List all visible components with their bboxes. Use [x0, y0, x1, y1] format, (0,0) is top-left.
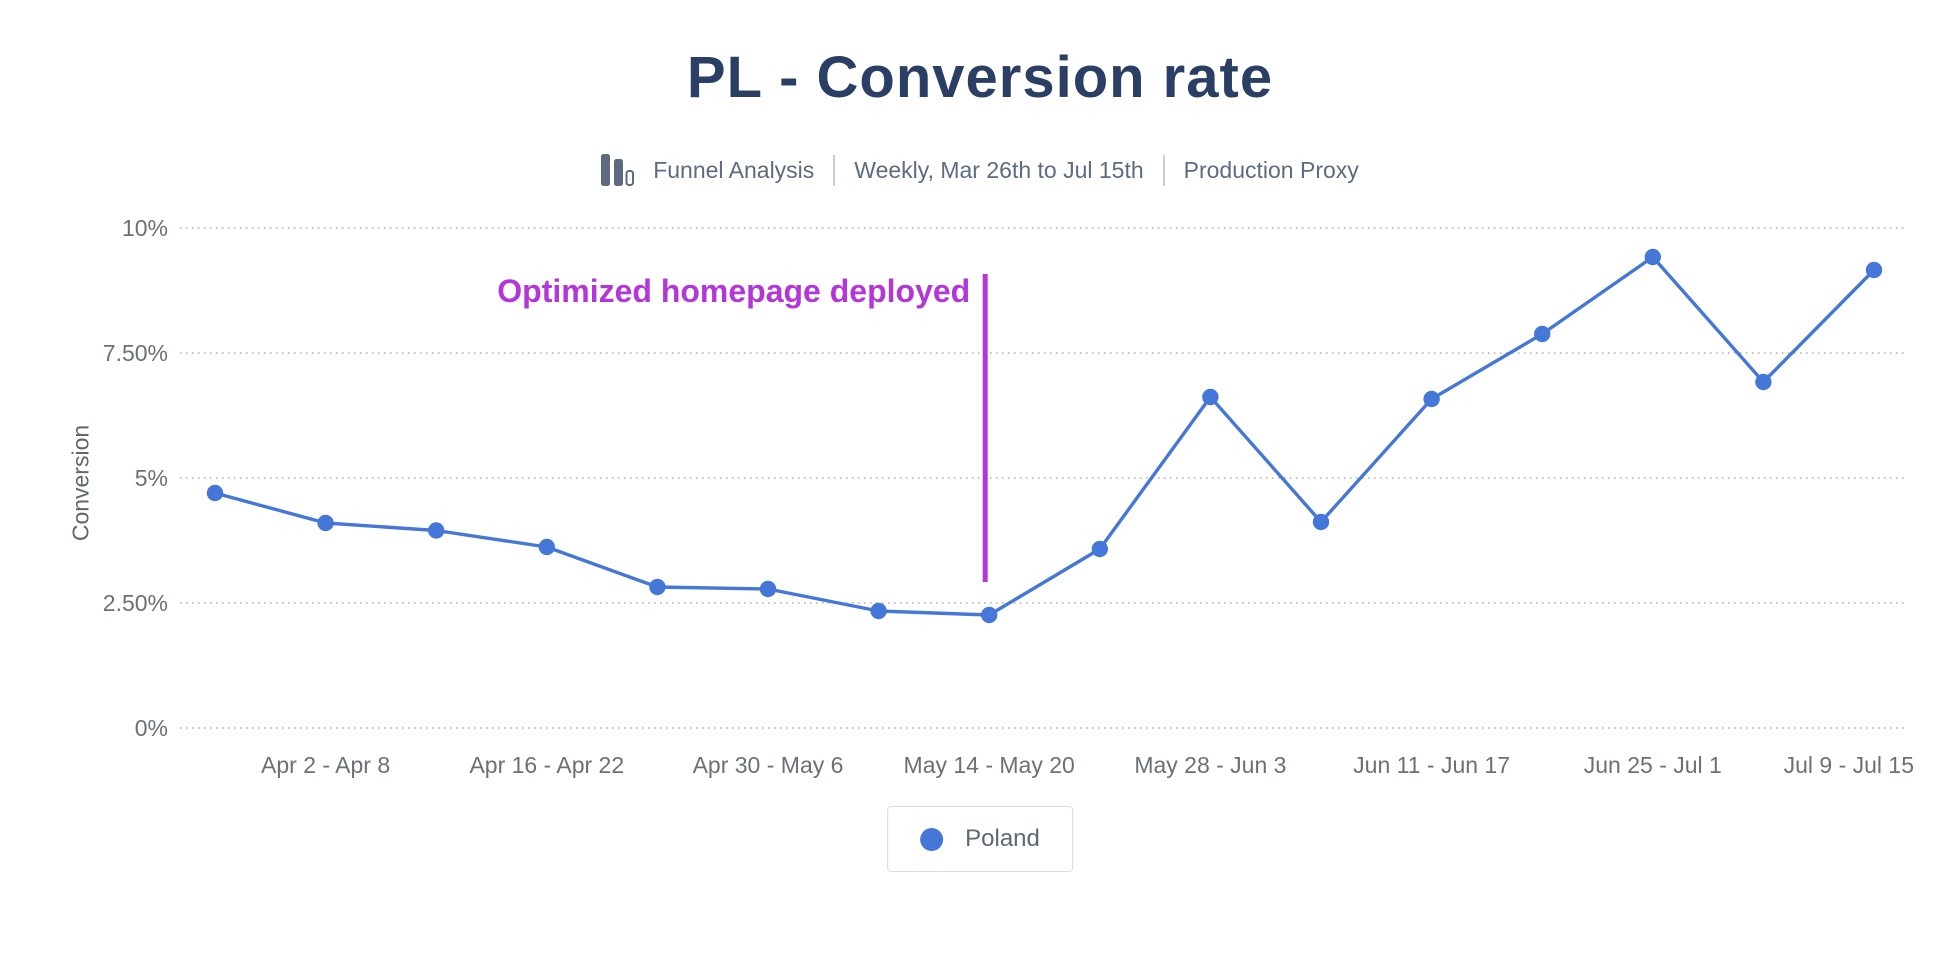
y-tick-label: 0% — [134, 715, 168, 741]
data-point-4[interactable] — [649, 578, 666, 596]
chart-subtitle: Funnel Analysis Weekly, Mar 26th to Jul … — [0, 150, 1960, 190]
x-tick-label: Apr 2 - Apr 8 — [261, 752, 391, 778]
data-point-13[interactable] — [1644, 248, 1662, 266]
data-point-0[interactable] — [206, 484, 224, 502]
data-point-12[interactable] — [1534, 325, 1551, 343]
data-point-7[interactable] — [981, 606, 998, 624]
data-point-14[interactable] — [1755, 373, 1772, 391]
subtitle-source: Funnel Analysis — [653, 156, 815, 183]
data-point-3[interactable] — [538, 538, 555, 556]
funnel-analysis-icon — [601, 154, 635, 186]
y-tick-label: 2.50% — [102, 590, 168, 616]
x-tick-label: May 14 - May 20 — [903, 752, 1075, 778]
x-tick-label: Apr 16 - Apr 22 — [469, 752, 625, 778]
data-point-5[interactable] — [759, 580, 777, 598]
x-tick-label: Apr 30 - May 6 — [692, 752, 844, 778]
data-point-10[interactable] — [1312, 513, 1330, 531]
x-tick-label: May 28 - Jun 3 — [1134, 752, 1287, 778]
y-tick-label: 10% — [121, 215, 168, 241]
series-line-poland — [213, 255, 1876, 617]
y-tick-label: 7.50% — [102, 340, 168, 366]
subtitle-date-range: Weekly, Mar 26th to Jul 15th — [854, 156, 1144, 183]
x-tick-label: Jun 25 - Jul 1 — [1583, 752, 1722, 778]
subtitle-environment: Production Proxy — [1183, 156, 1359, 183]
x-tick-label: Jul 9 - Jul 15 — [1783, 752, 1914, 778]
y-tick-label: 5% — [134, 465, 168, 491]
data-point-9[interactable] — [1202, 388, 1219, 406]
x-tick-label: Jun 11 - Jun 17 — [1353, 752, 1511, 778]
legend-label-poland: Poland — [965, 825, 1040, 852]
data-point-2[interactable] — [428, 522, 445, 539]
data-point-15[interactable] — [1865, 261, 1883, 279]
data-point-11[interactable] — [1423, 390, 1440, 408]
legend[interactable]: Poland — [887, 806, 1073, 872]
data-point-8[interactable] — [1091, 540, 1109, 558]
data-point-6[interactable] — [870, 602, 887, 620]
chart-title: PL - Conversion rate — [686, 45, 1274, 110]
data-point-1[interactable] — [317, 514, 334, 532]
legend-marker-poland — [920, 827, 944, 851]
annotation-label: Optimized homepage deployed — [497, 273, 971, 309]
subtitle-divider — [1162, 154, 1165, 186]
subtitle-divider — [833, 154, 836, 186]
